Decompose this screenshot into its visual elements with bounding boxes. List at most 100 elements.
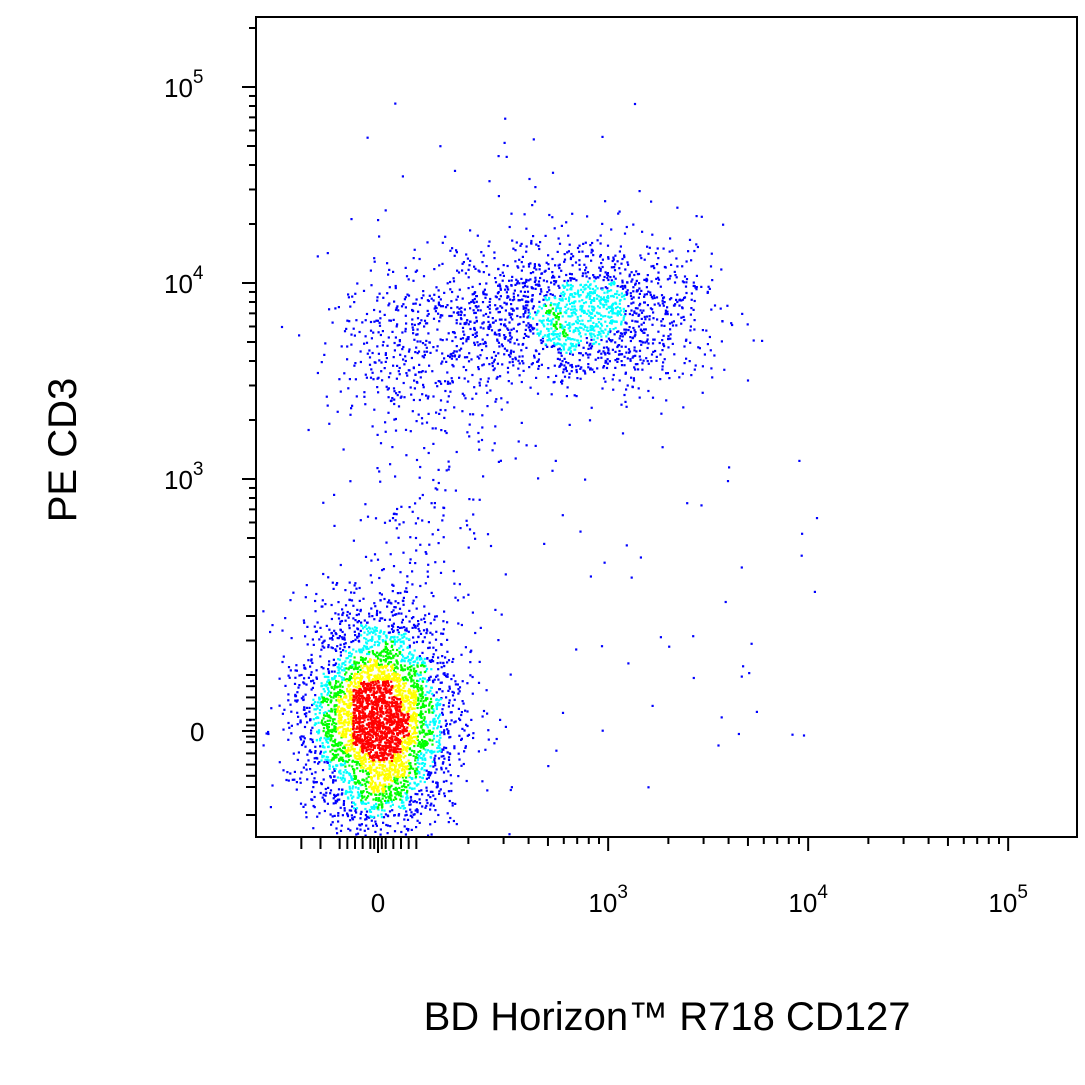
event-dot <box>418 322 422 325</box>
event-dot <box>604 315 607 318</box>
event-dot <box>423 657 426 660</box>
event-dot <box>397 678 400 681</box>
event-dot <box>408 740 411 743</box>
event-dot <box>546 335 549 338</box>
event-dot <box>342 732 345 735</box>
event-dot <box>546 312 549 316</box>
event-dot <box>334 648 337 651</box>
event-dot <box>394 775 397 778</box>
event-dot <box>544 234 547 237</box>
event-dot <box>524 309 527 313</box>
event-dot <box>330 686 333 689</box>
event-dot <box>410 828 413 831</box>
event-dot <box>676 206 679 209</box>
event-dot <box>356 791 360 794</box>
event-dot <box>356 767 359 770</box>
event-dot <box>479 326 482 329</box>
event-dot <box>342 800 346 803</box>
event-dot <box>450 678 453 681</box>
event-dot <box>420 689 423 692</box>
event-dot <box>550 393 553 396</box>
event-dot <box>668 377 671 380</box>
event-dot <box>406 768 409 771</box>
event-dot <box>365 777 368 780</box>
event-dot <box>436 328 439 331</box>
event-dot <box>541 337 544 340</box>
event-dot <box>511 358 514 361</box>
event-dot <box>540 272 544 275</box>
event-dot <box>323 798 326 801</box>
event-dot <box>310 659 313 662</box>
event-dot <box>421 805 424 808</box>
event-dot <box>423 753 426 756</box>
event-dot <box>336 728 339 731</box>
event-dot <box>364 813 367 817</box>
event-dot <box>403 773 406 776</box>
event-dot <box>485 689 488 692</box>
event-dot <box>401 658 404 661</box>
event-dot <box>533 327 536 330</box>
event-dot <box>478 282 481 286</box>
event-dot <box>556 357 559 360</box>
event-dot <box>327 703 330 707</box>
event-dot <box>361 800 364 804</box>
event-dot <box>461 410 464 413</box>
event-dot <box>331 718 334 721</box>
event-dot <box>334 738 337 741</box>
event-dot <box>363 619 366 622</box>
event-dot <box>287 738 290 741</box>
event-dot <box>330 699 333 702</box>
event-dot <box>373 257 376 260</box>
event-dot <box>475 320 478 323</box>
event-dot <box>392 654 395 657</box>
event-dot <box>407 828 410 831</box>
event-dot <box>683 275 687 278</box>
event-dot <box>700 215 703 218</box>
event-dot <box>713 354 716 357</box>
event-dot <box>668 277 671 280</box>
event-dot <box>354 362 357 365</box>
event-dot <box>339 772 342 775</box>
event-dot <box>339 710 343 713</box>
event-dot <box>655 277 658 280</box>
event-dot <box>486 405 489 408</box>
event-dot <box>543 334 547 337</box>
event-dot <box>588 311 591 314</box>
event-dot <box>402 801 405 804</box>
event-dot <box>584 333 587 336</box>
event-dot <box>549 310 552 313</box>
event-dot <box>559 332 562 335</box>
event-dot <box>453 350 456 353</box>
event-dot <box>337 705 340 708</box>
event-dot <box>421 422 424 425</box>
event-dot <box>339 689 342 692</box>
event-dot <box>392 584 395 587</box>
event-dot <box>350 748 353 751</box>
event-dot <box>345 760 348 763</box>
event-dot <box>338 731 341 734</box>
event-dot <box>421 691 424 694</box>
event-dot <box>558 347 561 350</box>
event-dot <box>432 708 435 711</box>
event-dot <box>447 468 450 471</box>
event-dot <box>560 224 563 227</box>
event-dot <box>355 395 358 398</box>
event-dot <box>585 329 588 332</box>
event-dot <box>312 702 315 705</box>
event-dot <box>581 274 584 278</box>
event-dot <box>522 342 525 346</box>
event-dot <box>527 308 530 311</box>
event-dot <box>349 659 352 662</box>
event-dot <box>604 271 607 274</box>
event-dot <box>465 253 468 256</box>
event-dot <box>333 795 336 798</box>
event-dot <box>583 311 586 314</box>
event-dot <box>639 302 642 305</box>
event-dot <box>469 229 472 232</box>
event-dot <box>341 759 345 762</box>
event-dot <box>289 599 292 602</box>
event-dot <box>660 294 664 297</box>
event-dot <box>594 285 597 288</box>
event-dot <box>442 620 445 623</box>
event-dot <box>365 641 368 644</box>
